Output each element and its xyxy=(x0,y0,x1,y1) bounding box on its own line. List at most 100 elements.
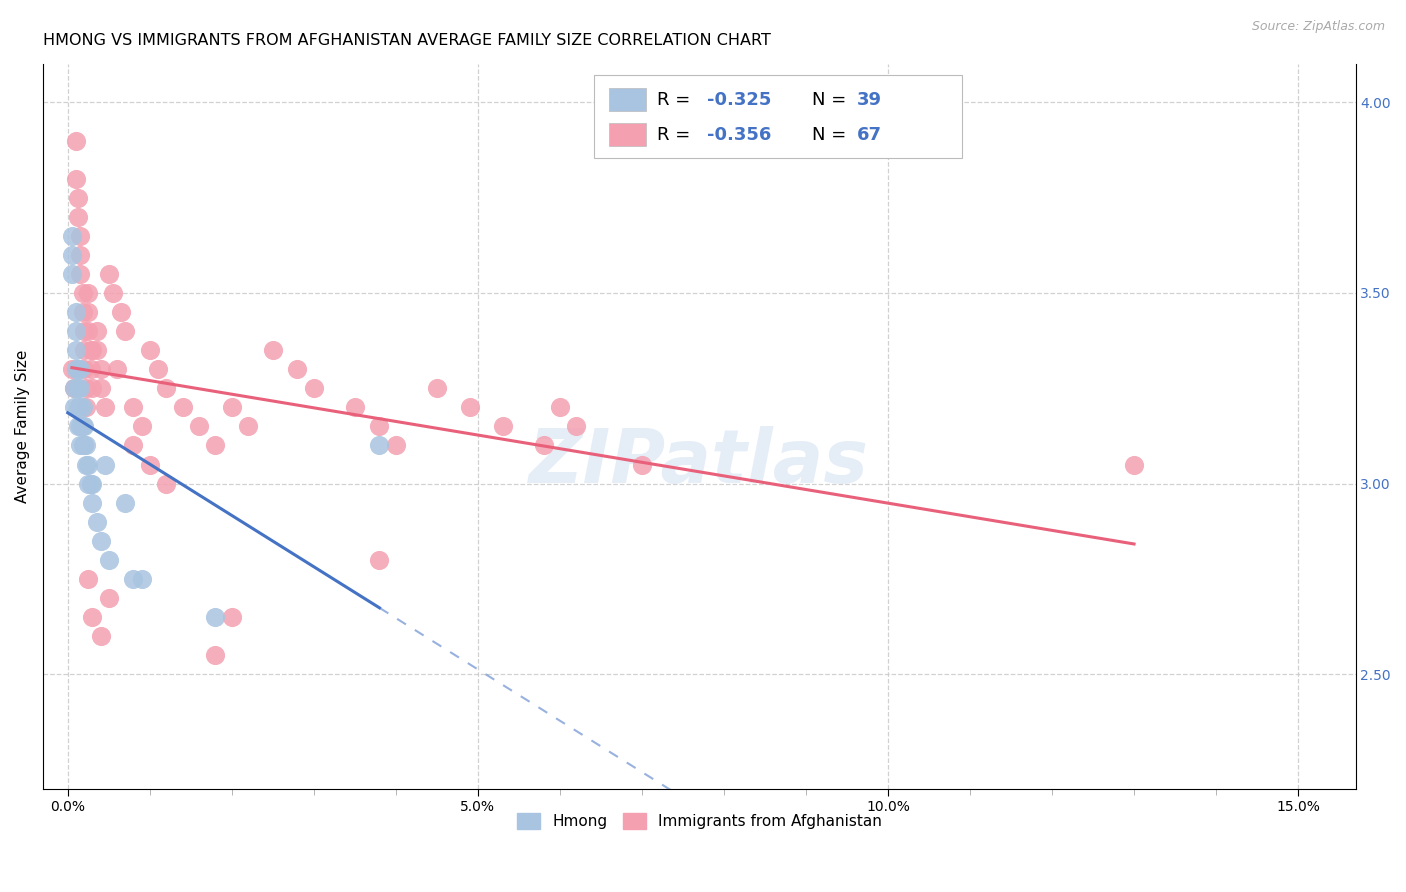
Point xyxy=(204,438,226,452)
Point xyxy=(69,228,91,243)
Point xyxy=(69,248,91,262)
Text: R =: R = xyxy=(658,91,696,109)
Text: R =: R = xyxy=(658,126,696,144)
Point xyxy=(86,324,108,338)
Point xyxy=(73,362,96,376)
Point xyxy=(60,228,83,243)
Point xyxy=(131,572,153,586)
Point xyxy=(114,495,136,509)
Point xyxy=(77,324,100,338)
Point xyxy=(86,515,108,529)
Text: 39: 39 xyxy=(856,91,882,109)
Point xyxy=(90,629,112,643)
Point xyxy=(63,381,86,395)
Point xyxy=(77,572,100,586)
Point xyxy=(90,533,112,548)
Point xyxy=(82,610,104,624)
Point xyxy=(63,401,86,415)
Point xyxy=(155,381,177,395)
Point xyxy=(221,610,243,624)
Point xyxy=(204,648,226,662)
Point xyxy=(73,324,96,338)
Point xyxy=(302,381,325,395)
Point xyxy=(60,248,83,262)
Point xyxy=(66,191,89,205)
Point xyxy=(565,419,588,434)
Point xyxy=(72,285,94,300)
Point xyxy=(93,401,115,415)
Point xyxy=(368,553,391,567)
Point xyxy=(66,401,89,415)
Point xyxy=(385,438,408,452)
Point xyxy=(262,343,284,358)
Point xyxy=(69,362,91,376)
Point xyxy=(69,401,91,415)
Point xyxy=(287,362,309,376)
Point xyxy=(80,343,103,358)
Point xyxy=(97,553,120,567)
Point xyxy=(146,362,169,376)
Y-axis label: Average Family Size: Average Family Size xyxy=(15,350,30,503)
Point xyxy=(72,419,94,434)
Point xyxy=(60,267,83,281)
Point xyxy=(204,610,226,624)
Text: N =: N = xyxy=(813,126,852,144)
Point xyxy=(66,419,89,434)
Point xyxy=(188,419,211,434)
Point xyxy=(69,438,91,452)
Point xyxy=(80,362,103,376)
Point xyxy=(66,362,89,376)
Point xyxy=(101,285,124,300)
Point xyxy=(533,438,555,452)
Point xyxy=(82,495,104,509)
Point xyxy=(426,381,449,395)
Point xyxy=(66,210,89,224)
FancyBboxPatch shape xyxy=(609,123,645,146)
Point xyxy=(75,458,97,472)
Point xyxy=(75,438,97,452)
Point xyxy=(139,458,162,472)
Text: N =: N = xyxy=(813,91,852,109)
Text: ZIPatlas: ZIPatlas xyxy=(529,426,869,500)
Point xyxy=(73,438,96,452)
Legend: Hmong, Immigrants from Afghanistan: Hmong, Immigrants from Afghanistan xyxy=(510,807,887,835)
Point xyxy=(221,401,243,415)
Point xyxy=(82,476,104,491)
Point xyxy=(65,343,87,358)
Point xyxy=(60,362,83,376)
Point xyxy=(65,305,87,319)
Point xyxy=(72,401,94,415)
Point xyxy=(368,419,391,434)
Point xyxy=(122,438,145,452)
Point xyxy=(69,419,91,434)
Point xyxy=(93,458,115,472)
Point xyxy=(77,476,100,491)
Point xyxy=(73,343,96,358)
Text: 67: 67 xyxy=(856,126,882,144)
Point xyxy=(65,134,87,148)
Point xyxy=(75,401,97,415)
Point xyxy=(1123,458,1146,472)
Point xyxy=(114,324,136,338)
Point xyxy=(65,324,87,338)
Point xyxy=(63,381,86,395)
Point xyxy=(73,419,96,434)
Point xyxy=(72,305,94,319)
Point xyxy=(631,458,654,472)
Point xyxy=(75,381,97,395)
Point xyxy=(82,381,104,395)
Text: HMONG VS IMMIGRANTS FROM AFGHANISTAN AVERAGE FAMILY SIZE CORRELATION CHART: HMONG VS IMMIGRANTS FROM AFGHANISTAN AVE… xyxy=(44,33,770,48)
Point xyxy=(122,401,145,415)
Text: -0.325: -0.325 xyxy=(707,91,772,109)
Point xyxy=(343,401,366,415)
Point xyxy=(131,419,153,434)
Point xyxy=(69,381,91,395)
Point xyxy=(90,381,112,395)
Text: -0.356: -0.356 xyxy=(707,126,772,144)
Point xyxy=(65,171,87,186)
Point xyxy=(458,401,481,415)
Point xyxy=(105,362,128,376)
Point xyxy=(77,285,100,300)
Point xyxy=(65,362,87,376)
Point xyxy=(139,343,162,358)
